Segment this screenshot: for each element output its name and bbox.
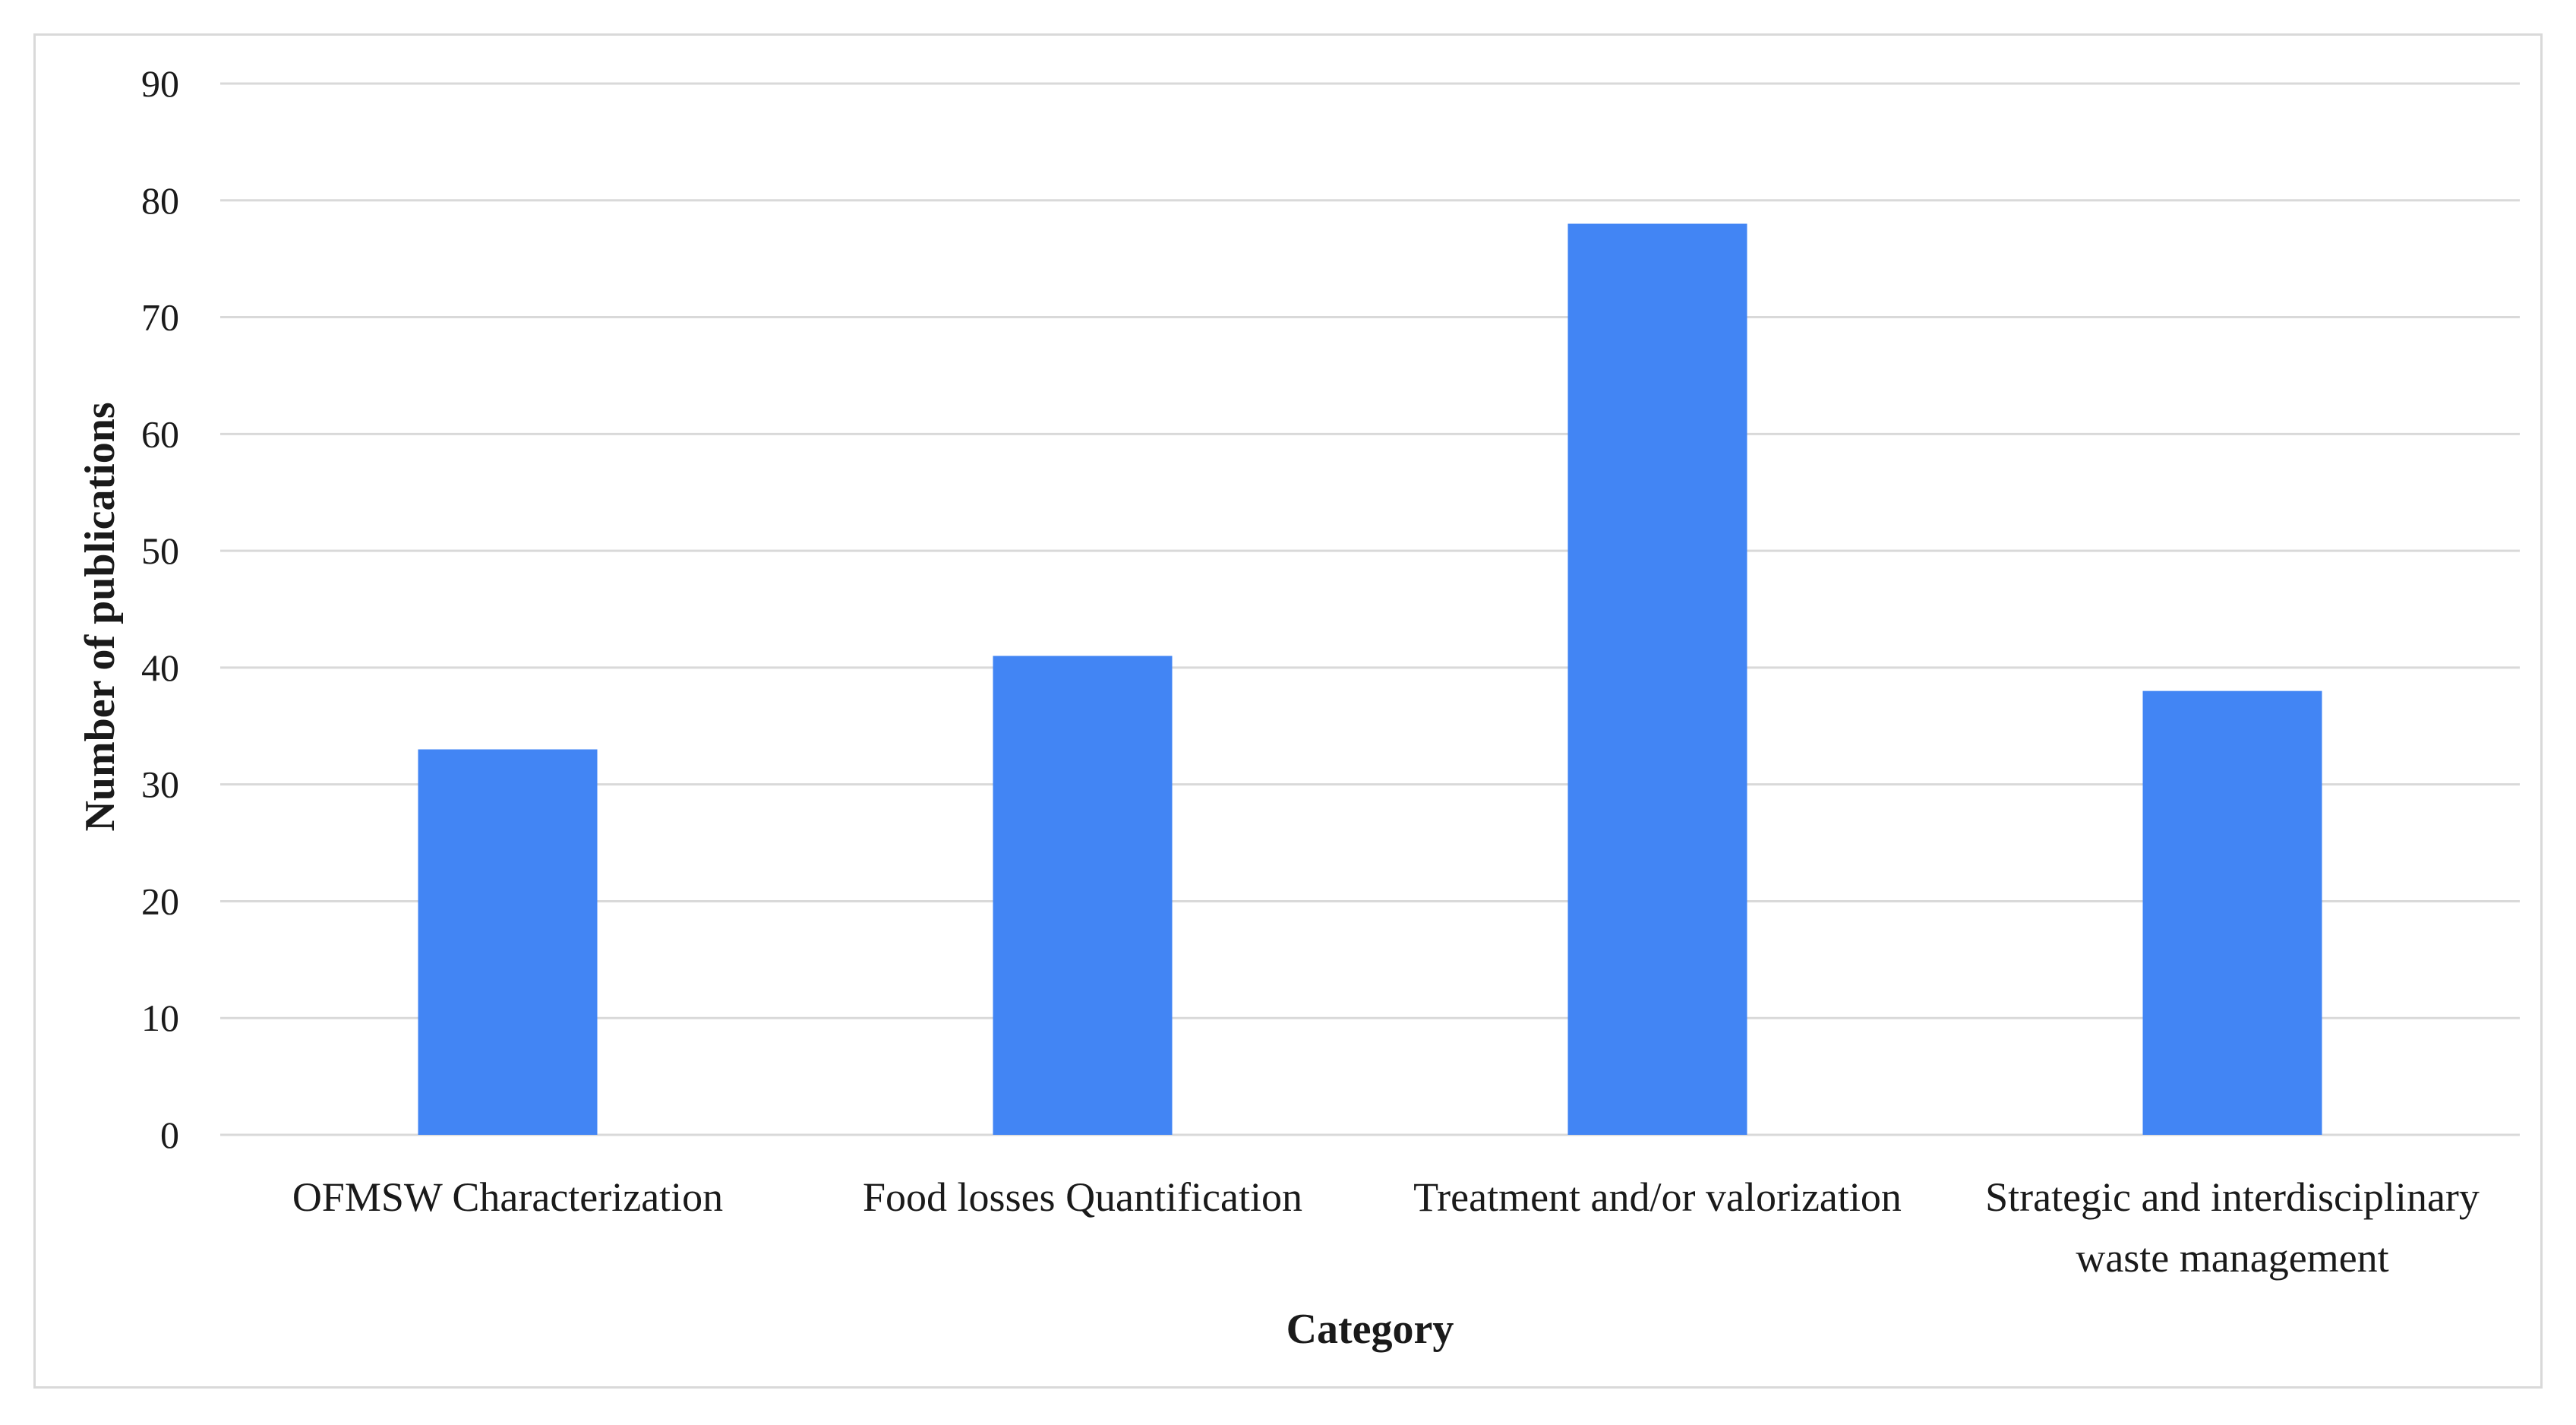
y-tick-label: 10 bbox=[141, 997, 179, 1039]
y-tick-label: 40 bbox=[141, 646, 179, 689]
y-tick-label: 0 bbox=[160, 1114, 179, 1156]
x-category-label: Treatment and/or valorization bbox=[1413, 1174, 1902, 1220]
x-category-label: OFMSW Characterization bbox=[292, 1174, 723, 1220]
y-tick-label: 70 bbox=[141, 296, 179, 339]
bar-4 bbox=[2142, 690, 2322, 1135]
x-axis-title: Category bbox=[1286, 1306, 1454, 1353]
y-tick-label: 20 bbox=[141, 880, 179, 922]
y-axis-title: Number of publications bbox=[77, 402, 124, 831]
x-category-label: Food losses Quantification bbox=[863, 1174, 1302, 1220]
chart-frame bbox=[33, 33, 2543, 1389]
y-tick-label: 60 bbox=[141, 412, 179, 455]
bars bbox=[418, 223, 2322, 1135]
y-tick-label: 30 bbox=[141, 763, 179, 806]
bar-1 bbox=[418, 749, 598, 1135]
bar-3 bbox=[1567, 223, 1747, 1135]
x-category-label: Strategic and interdisciplinary waste man… bbox=[1985, 1174, 2480, 1281]
y-tick-label: 80 bbox=[141, 179, 179, 222]
y-tick-labels: 0 10 20 30 40 50 60 70 80 90 bbox=[141, 62, 179, 1156]
x-category-labels: OFMSW Characterization Food losses Quanti… bbox=[292, 1174, 2480, 1281]
gridlines bbox=[220, 82, 2520, 1136]
y-tick-label: 90 bbox=[141, 62, 179, 105]
y-tick-label: 50 bbox=[141, 529, 179, 572]
bar-2 bbox=[993, 656, 1173, 1135]
